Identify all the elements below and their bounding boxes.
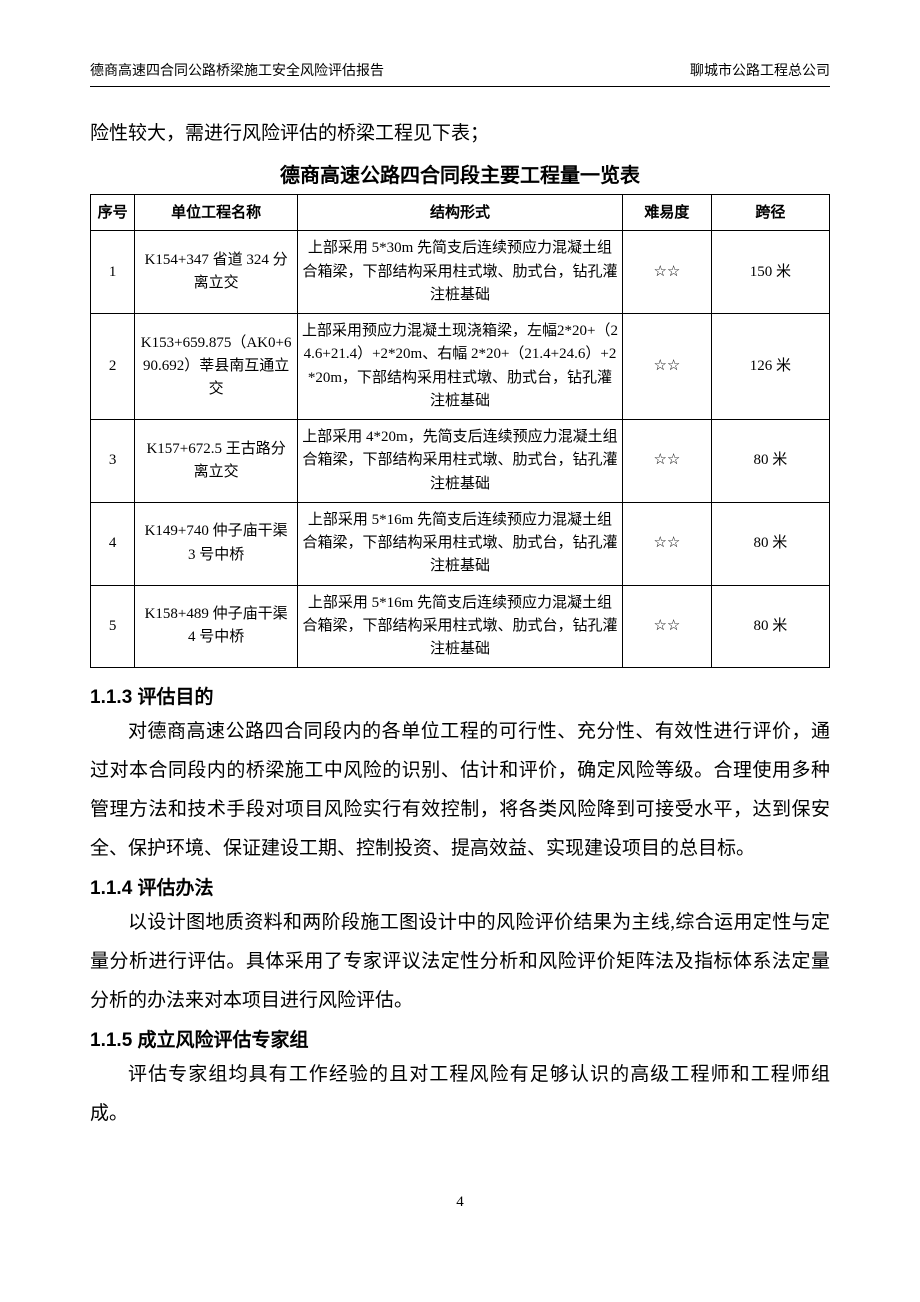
col-header-span: 跨径 bbox=[711, 195, 829, 231]
cell-diff: ☆☆ bbox=[623, 231, 712, 314]
cell-struct: 上部采用 5*16m 先简支后连续预应力混凝土组合箱梁，下部结构采用柱式墩、肋式… bbox=[297, 502, 622, 585]
cell-name: K153+659.875（AK0+690.692）莘县南互通立交 bbox=[135, 314, 298, 420]
intro-line: 险性较大，需进行风险评估的桥梁工程见下表； bbox=[90, 115, 830, 153]
cell-span: 80 米 bbox=[711, 502, 829, 585]
header-left: 德商高速四合同公路桥梁施工安全风险评估报告 bbox=[90, 60, 384, 80]
cell-span: 80 米 bbox=[711, 420, 829, 503]
cell-span: 80 米 bbox=[711, 585, 829, 668]
page-header: 德商高速四合同公路桥梁施工安全风险评估报告 聊城市公路工程总公司 bbox=[90, 60, 830, 87]
cell-diff: ☆☆ bbox=[623, 585, 712, 668]
cell-name: K154+347 省道 324 分离立交 bbox=[135, 231, 298, 314]
table-row: 3K157+672.5 王古路分离立交上部采用 4*20m，先简支后连续预应力混… bbox=[91, 420, 830, 503]
body-paragraph: 评估专家组均具有工作经验的且对工程风险有足够认识的高级工程师和工程师组成。 bbox=[90, 1056, 830, 1134]
col-header-diff: 难易度 bbox=[623, 195, 712, 231]
cell-idx: 1 bbox=[91, 231, 135, 314]
cell-struct: 上部采用 5*30m 先简支后连续预应力混凝土组合箱梁，下部结构采用柱式墩、肋式… bbox=[297, 231, 622, 314]
header-right: 聊城市公路工程总公司 bbox=[690, 60, 830, 80]
table-row: 5K158+489 仲子庙干渠 4 号中桥上部采用 5*16m 先简支后连续预应… bbox=[91, 585, 830, 668]
cell-struct: 上部采用预应力混凝土现浇箱梁，左幅2*20+（24.6+21.4）+2*20m、… bbox=[297, 314, 622, 420]
cell-name: K158+489 仲子庙干渠 4 号中桥 bbox=[135, 585, 298, 668]
cell-span: 126 米 bbox=[711, 314, 829, 420]
cell-idx: 2 bbox=[91, 314, 135, 420]
cell-diff: ☆☆ bbox=[623, 314, 712, 420]
cell-idx: 3 bbox=[91, 420, 135, 503]
cell-diff: ☆☆ bbox=[623, 420, 712, 503]
table-row: 1K154+347 省道 324 分离立交上部采用 5*30m 先简支后连续预应… bbox=[91, 231, 830, 314]
section-heading: 1.1.3 评估目的 bbox=[90, 682, 830, 709]
section-heading: 1.1.4 评估办法 bbox=[90, 873, 830, 900]
table-row: 4K149+740 仲子庙干渠 3 号中桥上部采用 5*16m 先简支后连续预应… bbox=[91, 502, 830, 585]
table-header-row: 序号 单位工程名称 结构形式 难易度 跨径 bbox=[91, 195, 830, 231]
section-heading: 1.1.5 成立风险评估专家组 bbox=[90, 1025, 830, 1052]
cell-span: 150 米 bbox=[711, 231, 829, 314]
col-header-name: 单位工程名称 bbox=[135, 195, 298, 231]
cell-struct: 上部采用 4*20m，先简支后连续预应力混凝土组合箱梁，下部结构采用柱式墩、肋式… bbox=[297, 420, 622, 503]
col-header-idx: 序号 bbox=[91, 195, 135, 231]
body-paragraph: 对德商高速公路四合同段内的各单位工程的可行性、充分性、有效性进行评价，通过对本合… bbox=[90, 713, 830, 869]
cell-name: K157+672.5 王古路分离立交 bbox=[135, 420, 298, 503]
engineering-table: 序号 单位工程名称 结构形式 难易度 跨径 1K154+347 省道 324 分… bbox=[90, 194, 830, 668]
body-paragraph: 以设计图地质资料和两阶段施工图设计中的风险评价结果为主线,综合运用定性与定量分析… bbox=[90, 904, 830, 1021]
cell-name: K149+740 仲子庙干渠 3 号中桥 bbox=[135, 502, 298, 585]
table-title: 德商高速公路四合同段主要工程量一览表 bbox=[90, 159, 830, 188]
cell-idx: 4 bbox=[91, 502, 135, 585]
cell-struct: 上部采用 5*16m 先简支后连续预应力混凝土组合箱梁，下部结构采用柱式墩、肋式… bbox=[297, 585, 622, 668]
col-header-struct: 结构形式 bbox=[297, 195, 622, 231]
page-number: 4 bbox=[90, 1194, 830, 1211]
cell-idx: 5 bbox=[91, 585, 135, 668]
table-row: 2K153+659.875（AK0+690.692）莘县南互通立交上部采用预应力… bbox=[91, 314, 830, 420]
cell-diff: ☆☆ bbox=[623, 502, 712, 585]
